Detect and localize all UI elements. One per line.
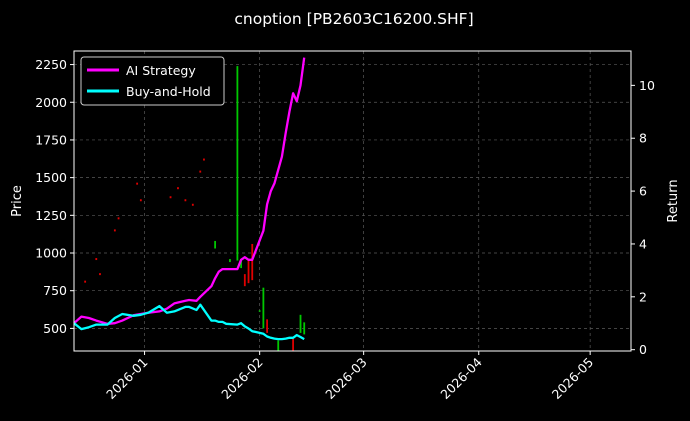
candle [95, 258, 98, 261]
candle [258, 310, 261, 312]
series-line-buy-and-hold [73, 303, 305, 341]
candle [299, 314, 302, 333]
candle [247, 260, 250, 284]
candle [113, 229, 116, 232]
candle [84, 280, 87, 283]
left-tick-label: 2000 [35, 95, 67, 110]
candle [191, 203, 194, 206]
candle [266, 319, 268, 333]
candle [262, 287, 265, 329]
plot-frame [73, 50, 632, 352]
x-tick-label: 2026-03 [322, 355, 370, 403]
candle [303, 322, 306, 335]
left-tick-label: 2250 [35, 57, 67, 72]
candle [136, 182, 139, 185]
candle [214, 240, 217, 249]
candle [99, 273, 101, 276]
candle [203, 158, 205, 161]
x-axis: 2026-01 2026-02 2026-03 2026-04 2026-05 [103, 351, 596, 402]
candle [184, 199, 187, 202]
right-tick-label: 6 [639, 184, 647, 199]
candle [240, 260, 242, 269]
candle [139, 199, 142, 202]
left-tick-label: 500 [43, 321, 67, 336]
left-tick-label: 1500 [35, 170, 67, 185]
candle [229, 259, 231, 263]
legend-label-buy-hold: Buy-and-Hold [126, 84, 211, 99]
left-tick-label: 1000 [35, 246, 67, 261]
candle [117, 217, 120, 220]
y-axis-label-left: Price [10, 185, 25, 217]
right-axis: 0 2 4 6 8 10 [631, 78, 655, 357]
candle [169, 196, 172, 199]
chart-title: cnoption [PB2603C16200.SHF] [234, 10, 473, 28]
y-axis-label-right: Return [666, 179, 681, 222]
left-tick-label: 1750 [35, 132, 67, 147]
right-tick-label: 4 [639, 236, 647, 251]
x-tick-label: 2026-04 [437, 354, 485, 402]
right-tick-label: 8 [639, 131, 647, 146]
candle [177, 187, 179, 190]
right-tick-label: 0 [639, 342, 647, 357]
x-tick-label: 2026-01 [103, 355, 151, 403]
left-tick-label: 1250 [35, 208, 67, 223]
right-tick-label: 10 [639, 78, 655, 93]
left-tick-label: 750 [43, 283, 67, 298]
x-tick-label: 2026-02 [218, 355, 266, 403]
legend: AI Strategy Buy-and-Hold [80, 56, 225, 106]
candle [243, 274, 246, 287]
candle [251, 243, 254, 281]
candles [84, 66, 306, 351]
series-lines [73, 57, 306, 341]
candle [277, 340, 280, 351]
x-tick-label: 2026-05 [549, 355, 597, 403]
series-line-ai-strategy [73, 57, 306, 325]
candle [199, 170, 202, 173]
left-axis: 500 750 1000 1250 1500 1750 2000 2250 [35, 57, 74, 336]
right-tick-label: 2 [639, 289, 647, 304]
legend-label-ai: AI Strategy [126, 63, 196, 78]
candle [292, 338, 294, 351]
candle [236, 66, 239, 261]
